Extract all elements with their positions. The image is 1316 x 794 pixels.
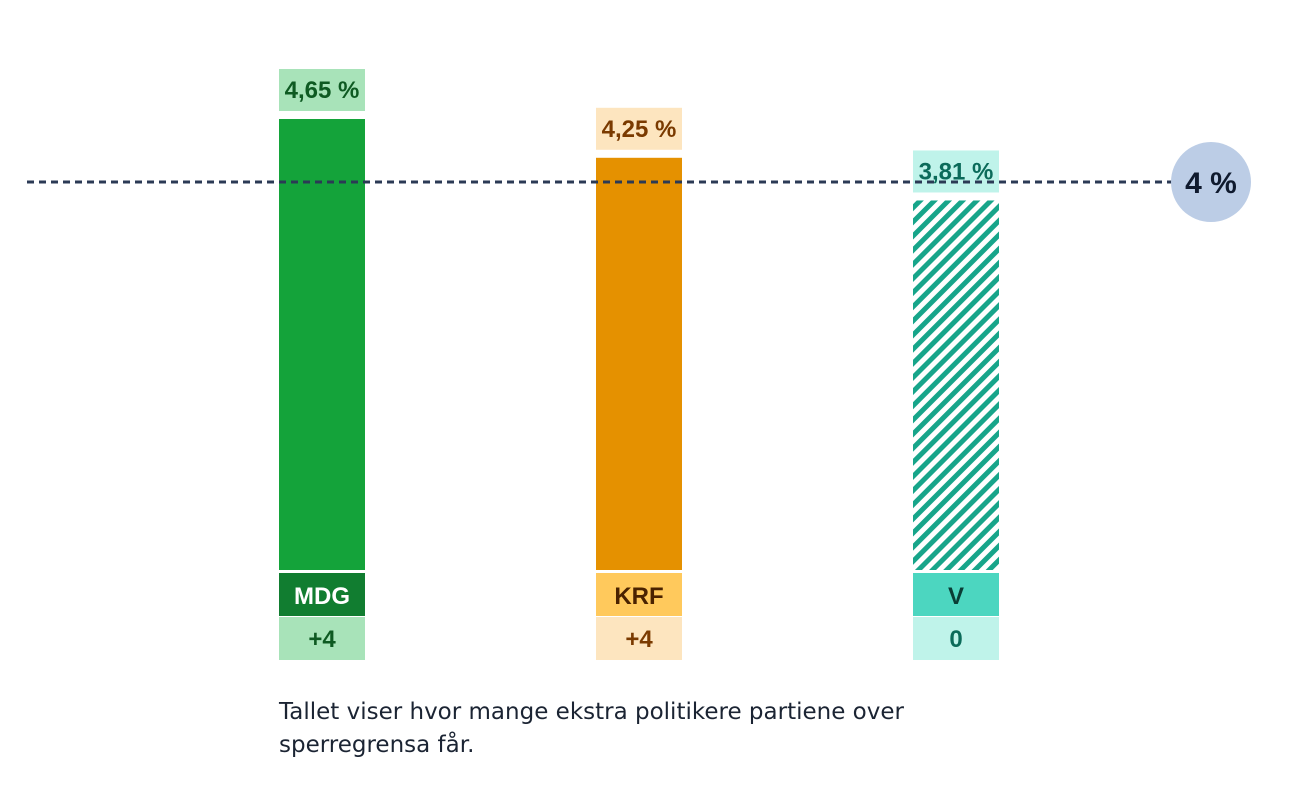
category-label-krf: KRF: [614, 583, 663, 610]
bar-v: [913, 200, 999, 571]
category-box-krf: [596, 573, 682, 616]
seat-change-box-v: [913, 617, 999, 660]
seat-change-label-krf: +4: [625, 626, 653, 653]
footnote-text: Tallet viser hvor mange ekstra politiker…: [279, 699, 904, 758]
bar-krf: [596, 157, 682, 570]
seat-change-box-mdg: [279, 617, 365, 660]
category-label-v: V: [948, 583, 964, 610]
seat-change-box-krf: [596, 617, 682, 660]
seat-change-label-v: 0: [949, 626, 962, 653]
category-box-v: [913, 573, 999, 616]
threshold-badge: [1171, 142, 1251, 223]
category-label-mdg: MDG: [294, 583, 350, 610]
seat-change-label-mdg: +4: [308, 626, 336, 653]
value-label-bg-krf: [596, 107, 682, 150]
threshold-label: 4 %: [1185, 167, 1237, 200]
value-label-bg-v: [913, 150, 999, 193]
value-label-mdg: 4,65 %: [285, 77, 360, 104]
value-label-krf: 4,25 %: [602, 116, 677, 143]
category-box-mdg: [279, 573, 365, 616]
value-label-bg-mdg: [279, 69, 365, 111]
bar-mdg: [279, 119, 365, 570]
